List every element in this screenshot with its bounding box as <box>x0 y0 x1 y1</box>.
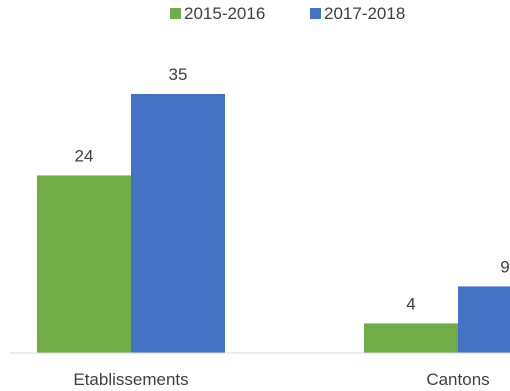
x-tick-label-etablissements: Etablissements <box>73 370 188 389</box>
data-label-cantons-2017-2018: 9 <box>500 257 509 276</box>
bar-cantons-2017-2018 <box>458 286 510 353</box>
chart-data-labels: 24 35 4 9 <box>75 65 510 313</box>
data-label-etablissements-2015-2016: 24 <box>75 146 94 165</box>
legend-swatch-2017-2018 <box>310 8 321 19</box>
legend-swatch-2015-2016 <box>170 8 181 19</box>
bar-etablissements-2015-2016 <box>37 175 131 353</box>
data-label-etablissements-2017-2018: 35 <box>169 65 188 84</box>
x-tick-label-cantons: Cantons <box>426 370 489 389</box>
legend-label-2015-2016: 2015-2016 <box>184 4 265 23</box>
legend-label-2017-2018: 2017-2018 <box>324 4 405 23</box>
chart-legend: 2015-2016 2017-2018 <box>170 4 405 23</box>
chart-bars <box>37 94 510 353</box>
x-axis-tick-labels: Etablissements Cantons <box>73 370 489 389</box>
data-label-cantons-2015-2016: 4 <box>406 294 415 313</box>
bar-cantons-2015-2016 <box>364 323 458 353</box>
bar-etablissements-2017-2018 <box>131 94 225 353</box>
